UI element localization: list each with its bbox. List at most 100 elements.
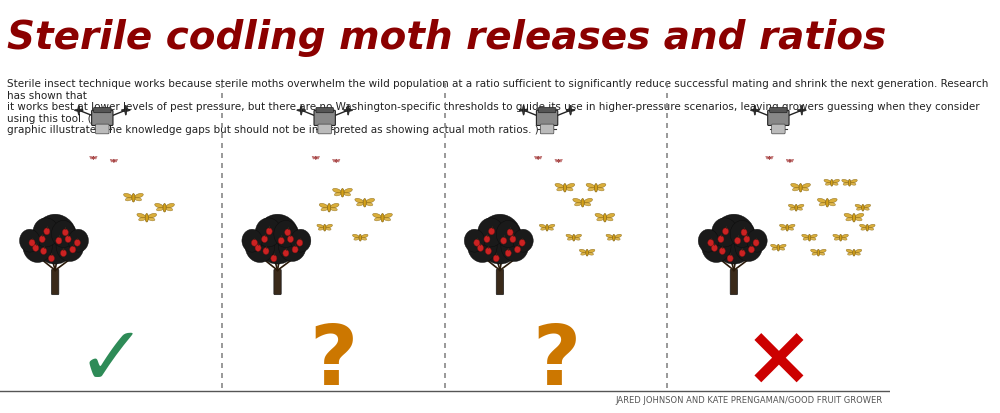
Ellipse shape <box>373 214 381 218</box>
Circle shape <box>748 247 754 253</box>
Text: ?: ? <box>309 320 358 401</box>
Ellipse shape <box>137 214 145 218</box>
Circle shape <box>290 230 311 252</box>
Ellipse shape <box>566 188 573 191</box>
Ellipse shape <box>868 228 874 230</box>
Ellipse shape <box>148 214 157 218</box>
Circle shape <box>744 236 750 243</box>
Ellipse shape <box>326 225 332 228</box>
Ellipse shape <box>326 228 331 230</box>
FancyBboxPatch shape <box>318 125 331 135</box>
Circle shape <box>514 247 521 253</box>
Ellipse shape <box>78 106 80 116</box>
Ellipse shape <box>780 225 786 228</box>
Ellipse shape <box>555 184 563 188</box>
Ellipse shape <box>790 208 795 211</box>
Circle shape <box>39 236 45 243</box>
Ellipse shape <box>788 225 795 228</box>
Ellipse shape <box>567 238 573 240</box>
Circle shape <box>56 238 62 244</box>
Circle shape <box>297 240 303 247</box>
Ellipse shape <box>155 204 163 209</box>
Ellipse shape <box>797 208 803 211</box>
Ellipse shape <box>767 158 769 159</box>
FancyBboxPatch shape <box>314 111 335 126</box>
Ellipse shape <box>357 203 363 206</box>
Ellipse shape <box>792 188 799 191</box>
Ellipse shape <box>803 238 808 240</box>
Ellipse shape <box>361 238 367 240</box>
Ellipse shape <box>125 198 132 202</box>
Ellipse shape <box>333 189 341 194</box>
Ellipse shape <box>787 161 789 163</box>
Text: Sterile insect technique works because sterile moths overwhelm the wild populati: Sterile insect technique works because s… <box>7 79 988 135</box>
Ellipse shape <box>791 160 794 161</box>
FancyBboxPatch shape <box>768 111 789 126</box>
Circle shape <box>747 230 767 252</box>
Ellipse shape <box>799 184 802 192</box>
Ellipse shape <box>855 250 862 253</box>
Ellipse shape <box>145 214 148 223</box>
Circle shape <box>245 230 275 263</box>
Circle shape <box>48 255 54 262</box>
FancyBboxPatch shape <box>51 270 59 295</box>
Circle shape <box>741 230 747 236</box>
FancyBboxPatch shape <box>536 111 558 126</box>
Ellipse shape <box>361 235 368 238</box>
Ellipse shape <box>111 161 113 163</box>
Ellipse shape <box>566 110 575 112</box>
Circle shape <box>711 245 717 252</box>
Circle shape <box>519 240 525 247</box>
Ellipse shape <box>546 225 548 231</box>
Ellipse shape <box>559 160 562 161</box>
Ellipse shape <box>812 253 817 256</box>
FancyBboxPatch shape <box>538 108 556 114</box>
FancyBboxPatch shape <box>496 270 504 295</box>
Ellipse shape <box>868 225 875 228</box>
Ellipse shape <box>316 158 319 159</box>
Ellipse shape <box>795 205 797 211</box>
FancyBboxPatch shape <box>96 125 109 135</box>
Ellipse shape <box>777 245 780 252</box>
Ellipse shape <box>594 184 598 192</box>
Ellipse shape <box>570 106 572 116</box>
Ellipse shape <box>790 161 793 163</box>
Circle shape <box>274 221 298 248</box>
Ellipse shape <box>607 238 613 240</box>
Ellipse shape <box>563 184 566 192</box>
Ellipse shape <box>135 198 142 202</box>
Ellipse shape <box>121 110 130 112</box>
FancyBboxPatch shape <box>730 270 738 295</box>
FancyBboxPatch shape <box>274 270 281 295</box>
Circle shape <box>478 215 522 264</box>
Ellipse shape <box>819 253 825 256</box>
Ellipse shape <box>786 160 789 161</box>
Text: JARED JOHNSON AND KATE PRENGAMAN/GOOD FRUIT GROWER: JARED JOHNSON AND KATE PRENGAMAN/GOOD FR… <box>615 394 882 404</box>
Ellipse shape <box>862 205 864 211</box>
Ellipse shape <box>615 235 622 238</box>
Ellipse shape <box>90 158 93 159</box>
Ellipse shape <box>833 180 839 183</box>
Circle shape <box>477 245 484 252</box>
Ellipse shape <box>539 157 542 159</box>
Ellipse shape <box>384 218 391 221</box>
Ellipse shape <box>586 250 588 256</box>
Ellipse shape <box>788 205 795 209</box>
Circle shape <box>255 215 300 264</box>
Ellipse shape <box>337 161 339 163</box>
Circle shape <box>292 247 298 253</box>
Circle shape <box>33 245 39 252</box>
Circle shape <box>727 255 733 262</box>
FancyBboxPatch shape <box>772 125 785 135</box>
Circle shape <box>278 231 306 262</box>
Ellipse shape <box>842 235 848 238</box>
Ellipse shape <box>336 160 337 163</box>
Ellipse shape <box>334 193 341 196</box>
Circle shape <box>496 221 520 248</box>
Circle shape <box>285 230 291 236</box>
Ellipse shape <box>354 238 359 240</box>
Ellipse shape <box>566 235 573 238</box>
Ellipse shape <box>825 183 831 186</box>
Circle shape <box>478 218 504 247</box>
Ellipse shape <box>801 106 803 116</box>
